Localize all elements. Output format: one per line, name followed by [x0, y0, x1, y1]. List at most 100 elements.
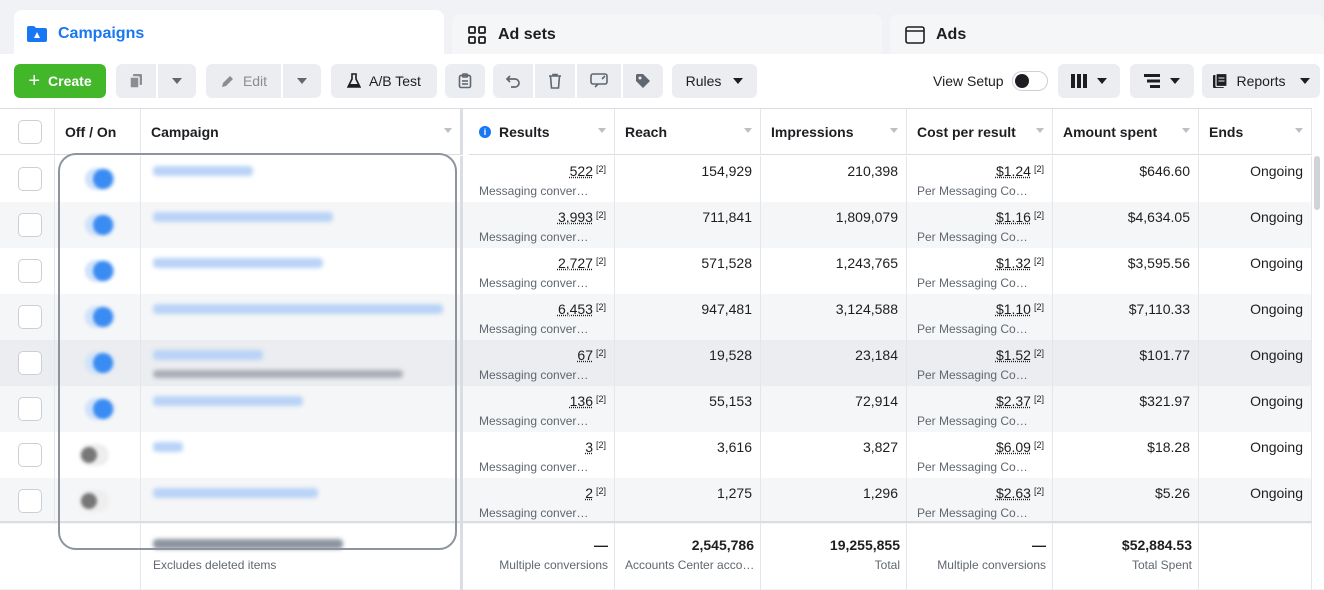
row-amount-spent-cell: $101.77: [1053, 340, 1199, 386]
results-value[interactable]: 67 [2]: [577, 347, 606, 363]
header-cost-per-result[interactable]: Cost per result: [907, 109, 1053, 155]
ab-test-label: A/B Test: [369, 73, 421, 89]
row-cost-per-result-cell: $1.24 [2] Per Messaging Co…: [907, 156, 1053, 202]
spent-value: $321.97: [1139, 393, 1190, 409]
edit-dropdown[interactable]: [283, 64, 321, 98]
cpr-value[interactable]: $6.09 [2]: [996, 439, 1044, 455]
row-select-cell: [0, 248, 55, 294]
footer-results-sub: Multiple conversions: [499, 558, 608, 572]
row-reach-cell: 947,481: [615, 294, 761, 340]
header-ends[interactable]: Ends: [1199, 109, 1312, 155]
columns-button[interactable]: [1058, 64, 1120, 98]
row-checkbox[interactable]: [18, 397, 42, 421]
rules-button[interactable]: Rules: [672, 64, 757, 98]
edit-button[interactable]: Edit: [206, 64, 281, 98]
cpr-value[interactable]: $1.16 [2]: [996, 209, 1044, 225]
caret-down-icon: [1097, 78, 1107, 84]
select-all-checkbox[interactable]: [18, 120, 42, 144]
header-amount-spent[interactable]: Amount spent: [1053, 109, 1199, 155]
folder-icon: [26, 23, 48, 45]
row-reach-cell: 3,616: [615, 432, 761, 478]
row-amount-spent-cell: $3,595.56: [1053, 248, 1199, 294]
compare-button[interactable]: [577, 64, 621, 98]
results-value[interactable]: 3 [2]: [585, 439, 606, 455]
row-checkbox[interactable]: [18, 259, 42, 283]
pencil-icon: [220, 74, 235, 89]
row-ends-cell: Ongoing: [1199, 340, 1312, 386]
cpr-footnote: [2]: [1034, 394, 1044, 404]
trash-icon: [548, 73, 562, 89]
row-checkbox[interactable]: [18, 351, 42, 375]
row-cost-per-result-cell: $6.09 [2] Per Messaging Co…: [907, 432, 1053, 478]
clipboard-button[interactable]: [445, 64, 485, 98]
ends-value: Ongoing: [1250, 301, 1303, 317]
create-label: Create: [48, 73, 92, 89]
results-value[interactable]: 3,993 [2]: [558, 209, 606, 225]
ends-value: Ongoing: [1250, 439, 1303, 455]
create-button[interactable]: + Create: [14, 64, 106, 98]
cpr-value[interactable]: $1.10 [2]: [996, 301, 1044, 317]
tab-label: Ads: [936, 26, 966, 44]
row-checkbox[interactable]: [18, 167, 42, 191]
results-value[interactable]: 136 [2]: [570, 393, 606, 409]
cpr-footnote: [2]: [1034, 440, 1044, 450]
results-footnote: [2]: [596, 302, 606, 312]
impressions-value: 1,296: [863, 485, 898, 501]
ends-value: Ongoing: [1250, 163, 1303, 179]
scrollbar-thumb[interactable]: [1314, 156, 1320, 210]
cpr-value[interactable]: $2.63 [2]: [996, 485, 1044, 501]
caret-down-icon: [297, 78, 307, 84]
impressions-value: 1,809,079: [836, 209, 898, 225]
row-reach-cell: 1,275: [615, 478, 761, 524]
duplicate-icon: [128, 73, 144, 89]
row-results-cell: 3 [2] Messaging conver…: [469, 432, 615, 478]
row-checkbox[interactable]: [18, 305, 42, 329]
results-value[interactable]: 2 [2]: [585, 485, 606, 501]
view-setup-toggle[interactable]: [1012, 71, 1048, 91]
ab-test-button[interactable]: A/B Test: [331, 64, 437, 98]
tab-campaigns[interactable]: Campaigns: [14, 10, 444, 58]
cpr-value[interactable]: $1.32 [2]: [996, 255, 1044, 271]
undo-button[interactable]: [493, 64, 533, 98]
row-checkbox[interactable]: [18, 489, 42, 513]
header-results-label: Results: [499, 124, 550, 140]
tab-ad-sets[interactable]: Ad sets: [452, 14, 882, 56]
delete-button[interactable]: [535, 64, 575, 98]
cpr-value[interactable]: $2.37 [2]: [996, 393, 1044, 409]
row-checkbox[interactable]: [18, 443, 42, 467]
row-impressions-cell: 1,296: [761, 478, 907, 524]
tag-button[interactable]: [623, 64, 663, 98]
duplicate-dropdown[interactable]: [158, 64, 196, 98]
reach-value: 1,275: [717, 485, 752, 501]
columns-icon: [1071, 74, 1087, 88]
row-checkbox[interactable]: [18, 213, 42, 237]
vertical-scrollbar[interactable]: [1312, 108, 1324, 589]
cpr-value[interactable]: $1.24 [2]: [996, 163, 1044, 179]
results-sub: Messaging conver…: [479, 322, 588, 336]
header-results[interactable]: i Results: [469, 109, 615, 155]
results-value[interactable]: 522 [2]: [570, 163, 606, 179]
breakdown-button[interactable]: [1130, 64, 1194, 98]
cpr-sub: Per Messaging Co…: [917, 460, 1028, 474]
results-value[interactable]: 6,453 [2]: [558, 301, 606, 317]
results-number: 6,453: [558, 301, 593, 317]
impressions-value: 23,184: [855, 347, 898, 363]
sort-caret-icon: [444, 128, 452, 133]
duplicate-button[interactable]: [116, 64, 156, 98]
cpr-number: $1.32: [996, 255, 1031, 271]
edit-label: Edit: [243, 73, 267, 89]
reports-button[interactable]: Reports: [1202, 64, 1320, 98]
results-value[interactable]: 2,727 [2]: [558, 255, 606, 271]
reach-value: 947,481: [701, 301, 752, 317]
tab-ads[interactable]: Ads: [890, 14, 1324, 56]
header-campaign[interactable]: Campaign: [141, 109, 463, 155]
results-footnote: [2]: [596, 256, 606, 266]
footer-results-value: —: [594, 537, 608, 553]
row-cost-per-result-cell: $2.37 [2] Per Messaging Co…: [907, 386, 1053, 432]
tab-label: Campaigns: [58, 25, 144, 43]
cpr-value[interactable]: $1.52 [2]: [996, 347, 1044, 363]
header-reach[interactable]: Reach: [615, 109, 761, 155]
reach-value: 3,616: [717, 439, 752, 455]
undo-icon: [505, 74, 521, 88]
header-impressions[interactable]: Impressions: [761, 109, 907, 155]
